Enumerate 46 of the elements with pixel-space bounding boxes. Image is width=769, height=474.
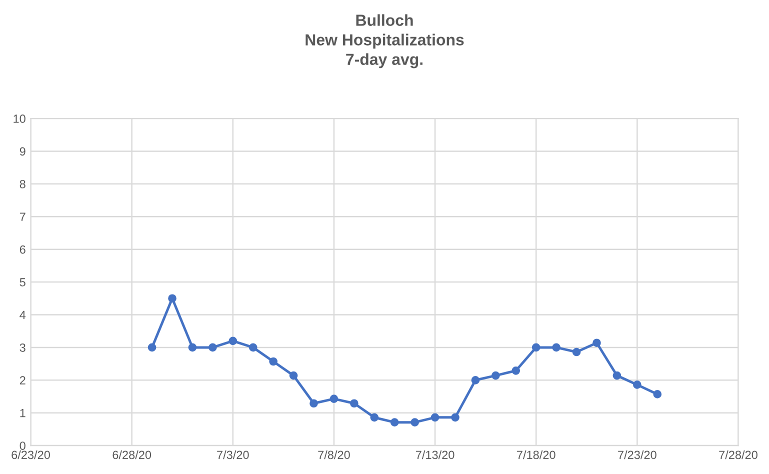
x-tick-label: 6/28/20 — [112, 450, 152, 460]
point — [390, 418, 399, 427]
point — [330, 394, 338, 403]
point — [228, 336, 238, 346]
y-tick-label: 9 — [20, 147, 26, 156]
chart-title: Bulloch New Hospitalizations 7-day avg. — [306, 14, 464, 68]
x-tick-label: 7/18/20 — [517, 450, 556, 460]
point — [552, 343, 560, 352]
point — [248, 343, 258, 352]
y-tick-label: 3 — [20, 343, 26, 352]
point — [532, 343, 540, 352]
point — [471, 376, 480, 384]
point — [430, 413, 440, 422]
y-tick-label: 5 — [20, 278, 26, 286]
x-tick-label: 7/28/20 — [719, 450, 758, 460]
point — [572, 348, 581, 356]
y-tick-label: 1 — [20, 409, 26, 418]
x-tick-label: 6/23/20 — [12, 450, 50, 460]
y-tick-label: 6 — [20, 245, 26, 254]
x-tick-label: 7/23/20 — [618, 450, 656, 460]
x-tick-label: 7/13/20 — [416, 450, 454, 460]
point — [492, 371, 500, 380]
y-tick-label: 10 — [14, 114, 26, 123]
point — [410, 418, 419, 427]
point — [512, 366, 520, 375]
y-tick-label: 2 — [20, 376, 26, 384]
point — [310, 399, 318, 408]
y-tick-label: 7 — [20, 212, 26, 221]
point — [633, 380, 642, 389]
x-tick-label: 7/3/20 — [217, 450, 249, 460]
point — [612, 371, 622, 380]
y-tick-label: 0 — [20, 442, 26, 450]
y-tick-label: 4 — [20, 310, 26, 320]
point — [653, 390, 662, 398]
y-tick-label: 8 — [20, 180, 26, 188]
point — [269, 357, 278, 366]
point — [168, 294, 176, 303]
point — [289, 371, 298, 380]
point — [451, 413, 460, 422]
x-tick-label: 7/8/20 — [318, 450, 350, 460]
point — [208, 343, 217, 352]
point — [370, 413, 379, 422]
point — [188, 343, 197, 352]
point — [592, 338, 601, 348]
point — [148, 343, 156, 352]
point — [350, 399, 358, 408]
